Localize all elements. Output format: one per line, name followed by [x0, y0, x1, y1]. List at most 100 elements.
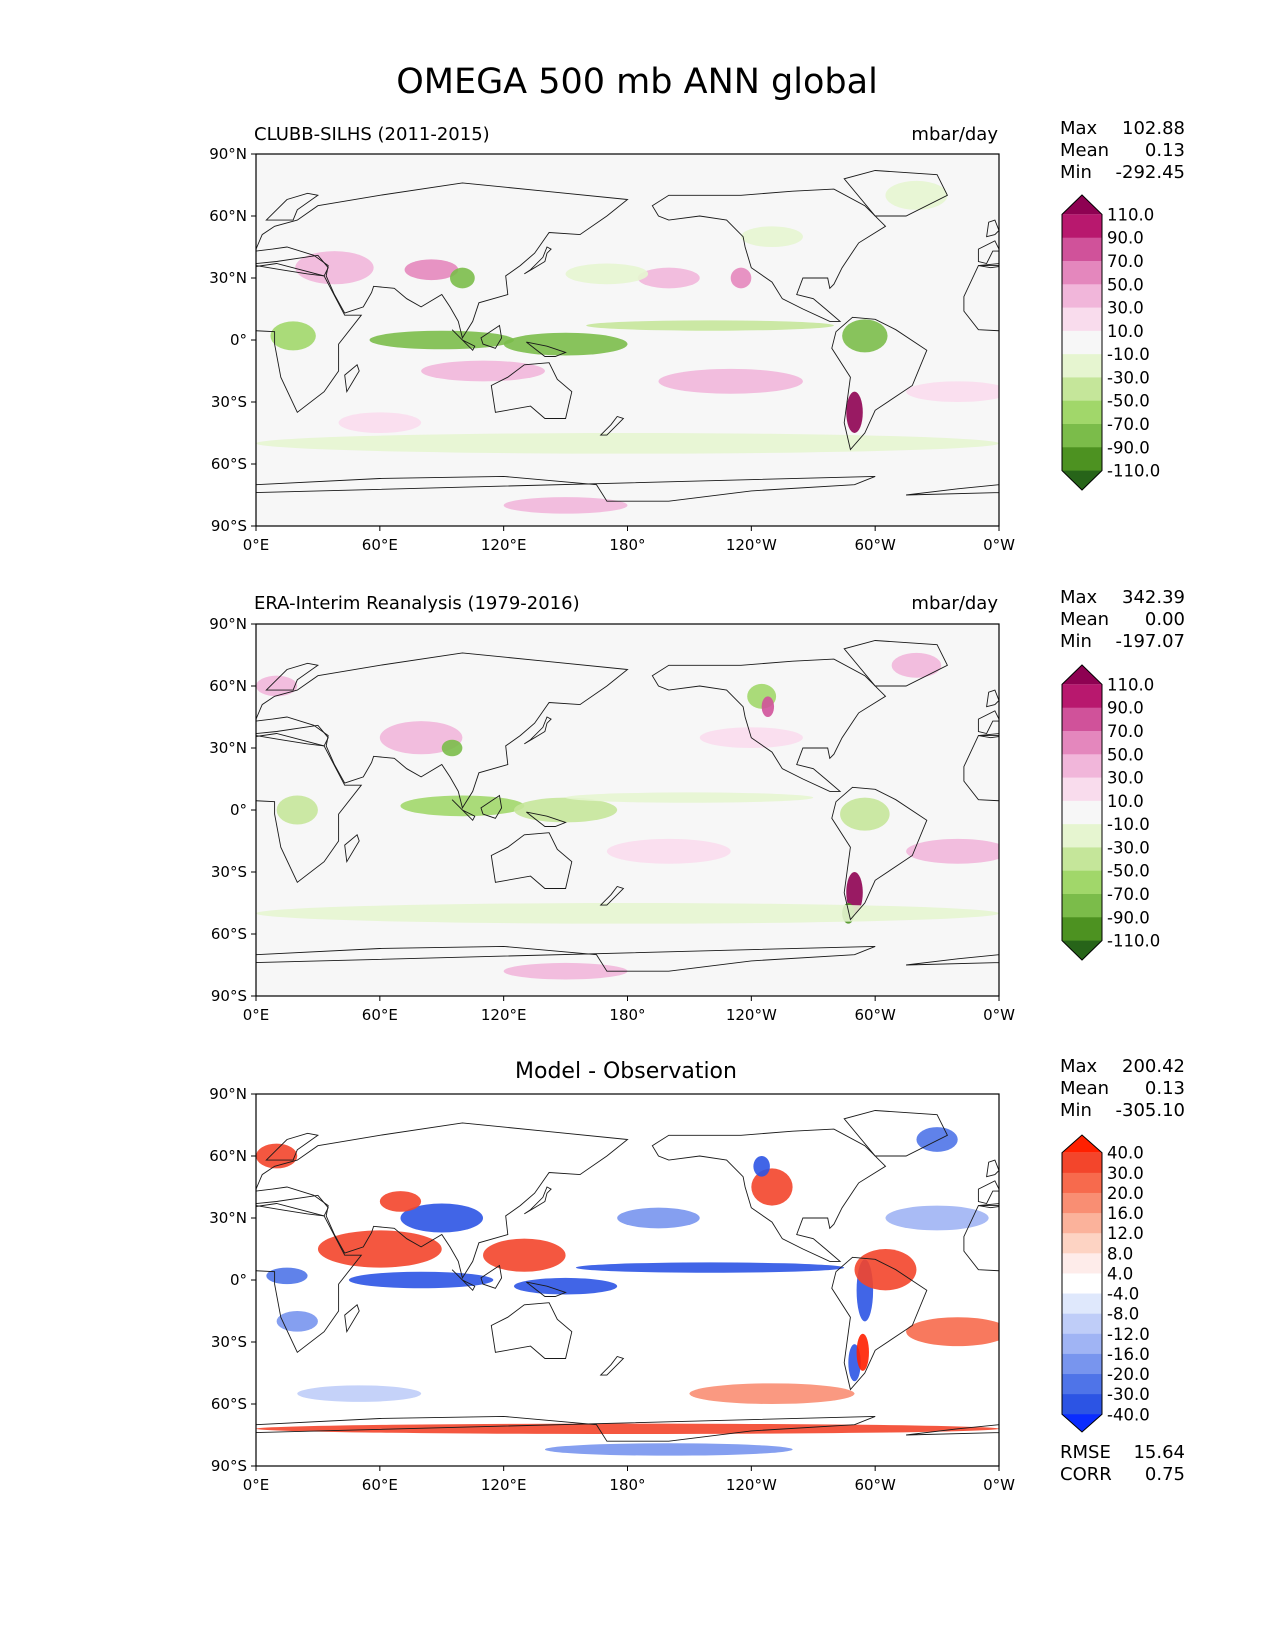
field-anomaly: [404, 259, 459, 281]
colorbar-swatch: [1062, 707, 1102, 732]
field-anomaly: [317, 1230, 442, 1268]
coastline: [490, 832, 573, 889]
colorbar-tick-label: 12.0: [1107, 1224, 1144, 1243]
coastline: [89, 787, 184, 919]
field-anomaly: [885, 1205, 989, 1231]
lon-tick-label: 60°W: [854, 536, 896, 554]
colorbar-tick-label: 10.0: [1107, 322, 1144, 341]
lon-tick-label: 120°W: [726, 536, 777, 554]
figure-title: OMEGA 500 mb ANN global: [396, 62, 878, 102]
coastline: [451, 799, 476, 822]
stat-value: 0.00: [1145, 609, 1185, 630]
field-anomaly: [891, 652, 942, 678]
coastline: [89, 317, 184, 449]
panel-3-ticks: 90°N 60°N 30°N 0° 30°S 60°S 90°S0°E 60°E 120°E 18…: [209, 1085, 1015, 1494]
colorbar-swatch: [1062, 1313, 1102, 1335]
coastline: [1234, 1303, 1275, 1359]
colorbar-tick-label: -90.0: [1107, 438, 1150, 457]
panel-2-colorbar: 110.0 90.0 70.0 50.0 30.0 10.0 -10.0 -30.0 -50.0…: [1061, 664, 1160, 961]
field-anomaly: [906, 838, 999, 864]
panel-2-title: ERA-Interim Reanalysis (1979-2016): [254, 593, 580, 614]
colorbar-tick-label: -110.0: [1107, 462, 1160, 481]
coastline: [831, 1256, 928, 1391]
colorbar-tick-label: 10.0: [1107, 792, 1144, 811]
coastline: [599, 1355, 625, 1376]
panel-3-title: Model - Observation: [515, 1059, 737, 1084]
coastlines: [89, 170, 1061, 526]
lat-tick-label: 60°N: [209, 207, 247, 225]
coastline: [651, 188, 887, 322]
colorbar-swatch: [1062, 730, 1102, 755]
field-anomaly: [637, 267, 700, 289]
colorbar-swatch: [1062, 1374, 1102, 1395]
coastline: [651, 658, 887, 792]
colorbar-tick-label: 30.0: [1107, 769, 1144, 788]
lat-tick-label: 90°N: [209, 1085, 247, 1103]
coastline: [906, 954, 999, 996]
coastline: [256, 254, 329, 277]
colorbar-tick-label: -10.0: [1107, 345, 1150, 364]
lon-tick-label: 0°E: [243, 1476, 270, 1494]
lat-tick-label: 60°N: [209, 677, 247, 695]
colorbar-swatch: [1062, 1353, 1102, 1375]
field-anomaly: [295, 251, 374, 285]
colorbar-swatch: [1062, 824, 1102, 848]
coastline: [978, 263, 999, 267]
colorbar-outline: [1061, 664, 1103, 961]
colorbar-tick-label: 30.0: [1107, 299, 1144, 318]
field-anomaly: [503, 497, 628, 514]
field-anomaly: [441, 739, 463, 757]
coastline: [524, 716, 552, 745]
colorbar-tick-label: 90.0: [1107, 699, 1144, 718]
lat-tick-label: 60°S: [211, 925, 247, 943]
colorbar-tick-label: 20.0: [1107, 1184, 1144, 1203]
field-anomaly: [846, 391, 863, 434]
stat-value: -197.07: [1116, 631, 1185, 652]
colorbar-extend-min: [1062, 940, 1102, 960]
coastline: [256, 263, 363, 413]
colorbar-tick-label: 110.0: [1107, 205, 1154, 224]
map-background: [256, 154, 999, 526]
coastline: [1009, 193, 1061, 220]
field-anomaly: [751, 1168, 793, 1206]
lat-tick-label: 30°S: [211, 1333, 247, 1351]
field-anomaly: [753, 1156, 770, 1177]
colorbar-tick-label: -40.0: [1107, 1405, 1150, 1424]
colorbar-swatch: [1062, 1253, 1102, 1274]
field-anomaly: [586, 320, 834, 331]
stat-value: 0.13: [1145, 140, 1185, 161]
panel-2-ticks: 90°N 60°N 30°N 0° 30°S 60°S 90°S0°E 60°E 120°E 18…: [209, 615, 1015, 1024]
panel-1-map: [89, 153, 1061, 527]
coastline: [344, 834, 360, 864]
colorbar-swatch: [1062, 1172, 1102, 1194]
panel-1-stats: Max 102.88 Mean 0.13 Min -292.45: [1060, 118, 1185, 183]
coastline: [906, 484, 999, 526]
lon-tick-label: 120°W: [726, 1476, 777, 1494]
lon-tick-label: 0°W: [983, 1006, 1015, 1024]
metric-value: 15.64: [1133, 1442, 1185, 1463]
lat-tick-label: 30°S: [211, 863, 247, 881]
lon-tick-label: 60°E: [362, 536, 398, 554]
colorbar-tick-label: -10.0: [1107, 815, 1150, 834]
colorbar-tick-label: -50.0: [1107, 862, 1150, 881]
field-anomaly: [256, 675, 298, 697]
coastline: [963, 735, 999, 802]
coastline: [101, 171, 204, 217]
field-anomaly: [297, 1385, 422, 1402]
metric-label: CORR: [1060, 1464, 1112, 1485]
stat-label: Mean: [1060, 609, 1109, 630]
stat-value: -305.10: [1116, 1100, 1185, 1121]
field-anomaly: [575, 1262, 845, 1273]
field-anomaly: [256, 433, 999, 454]
colorbar-swatch: [1062, 1273, 1102, 1295]
coastline: [599, 885, 625, 906]
lon-tick-label: 0°W: [983, 536, 1015, 554]
colorbar-swatch: [1062, 214, 1102, 239]
coastline: [1195, 800, 1218, 821]
panel-3-colorbar: 40.030.020.016.012.08.04.0-4.0-8.0-12.0-…: [1061, 1134, 1150, 1433]
field-anomaly: [840, 797, 890, 831]
colorbar-tick-label: -70.0: [1107, 415, 1150, 434]
colorbar-swatch: [1062, 777, 1102, 802]
stat-value: 102.88: [1122, 118, 1185, 139]
colorbar-tick-label: -50.0: [1107, 392, 1150, 411]
